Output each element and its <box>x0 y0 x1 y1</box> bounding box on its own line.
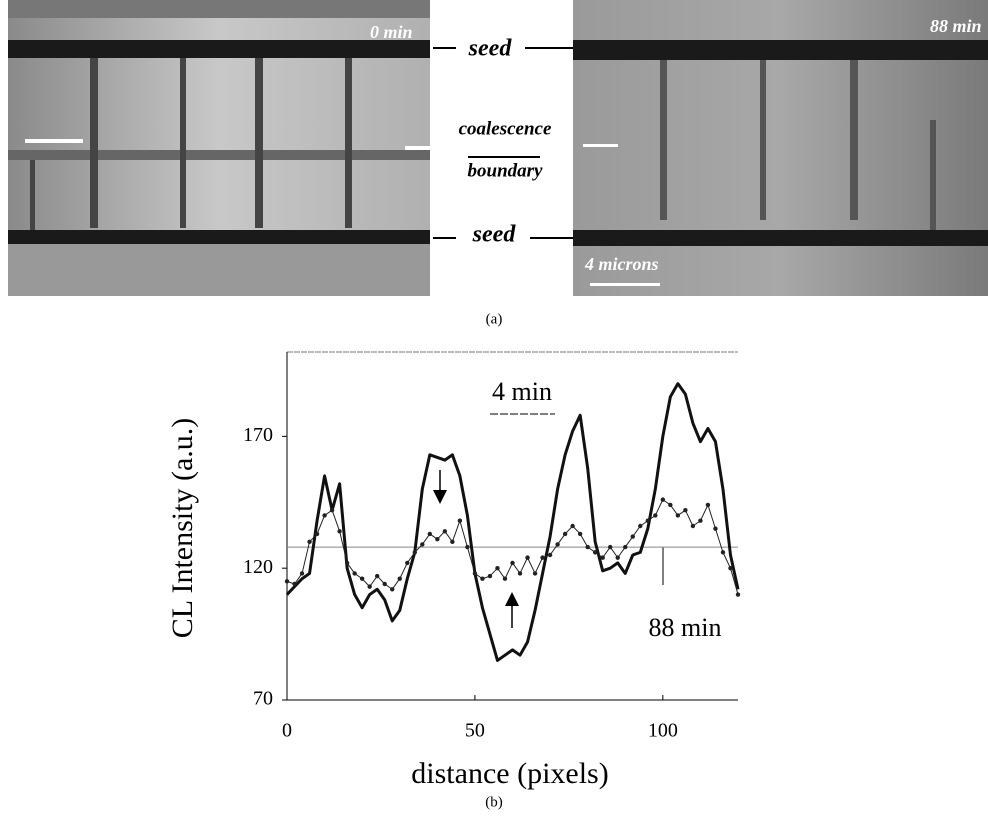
micrograph-right <box>573 0 988 296</box>
data-point <box>675 513 681 518</box>
time-label: 88 min <box>930 16 982 36</box>
data-point <box>735 592 741 597</box>
data-point <box>329 507 335 513</box>
data-point <box>720 550 726 555</box>
data-point <box>457 518 463 523</box>
arrow-head <box>433 490 447 504</box>
data-point <box>517 571 523 576</box>
data-point <box>390 587 395 592</box>
series-label: 88 min <box>649 613 722 642</box>
caption: (a) <box>486 311 503 327</box>
y-tick-label: 170 <box>243 424 273 446</box>
data-point <box>480 576 485 581</box>
data-point <box>510 560 515 566</box>
arrows <box>439 413 664 628</box>
data-point <box>435 536 440 542</box>
x-axis-title: distance (pixels) <box>411 757 608 790</box>
y-tick-label: 70 <box>253 688 273 710</box>
data-point <box>465 544 470 550</box>
seed-label: seed <box>468 36 513 62</box>
boundary-label: boundary <box>468 160 544 181</box>
data-point <box>690 523 696 529</box>
data-point <box>487 573 493 579</box>
data-point <box>592 550 598 555</box>
data-point <box>570 523 575 529</box>
data-point <box>337 529 342 534</box>
panel-a-leaders <box>433 47 573 239</box>
data-point <box>375 573 380 579</box>
data-point <box>532 571 538 576</box>
data-point <box>495 565 500 571</box>
data-point <box>442 529 448 534</box>
data-point <box>713 526 718 531</box>
data-point <box>608 544 613 550</box>
data-point <box>705 502 711 508</box>
data-point <box>292 581 297 587</box>
data-point <box>450 539 455 545</box>
data-point <box>577 531 583 537</box>
data-point <box>547 552 553 558</box>
data-point <box>600 555 605 560</box>
data-point <box>698 518 703 523</box>
x-tick-label: 0 <box>282 720 292 742</box>
data-point <box>683 507 688 513</box>
series-line <box>285 382 740 662</box>
data-point <box>525 555 530 560</box>
data-point <box>284 579 290 584</box>
data-point <box>668 502 673 508</box>
data-point <box>653 513 658 518</box>
data-point <box>420 542 425 547</box>
data-point <box>412 550 417 555</box>
data-point <box>427 531 433 537</box>
data-point <box>397 576 402 581</box>
scale-bar-label: 4 microns <box>584 254 659 274</box>
boundary-label: coalescence <box>459 118 552 139</box>
seed-label: seed <box>472 222 517 248</box>
x-tick-label: 50 <box>465 720 485 742</box>
data-point <box>322 513 327 518</box>
data-point <box>307 539 312 545</box>
data-point <box>615 555 620 560</box>
caption: (b) <box>485 794 503 810</box>
y-tick-label: 120 <box>243 556 273 578</box>
x-tick-label: 100 <box>648 720 678 742</box>
series-label: 4 min <box>492 377 552 406</box>
data-point <box>472 571 478 576</box>
data-point <box>540 555 545 560</box>
data-point <box>352 571 357 576</box>
data-point <box>314 531 320 537</box>
data-point <box>645 518 650 523</box>
time-label: 0 min <box>370 22 413 42</box>
data-point <box>502 576 508 581</box>
data-point <box>344 560 350 566</box>
micrograph-left <box>8 0 430 296</box>
data-point <box>562 531 568 537</box>
data-point <box>382 581 387 587</box>
y-axis-title: CL Intensity (a.u.) <box>166 418 199 639</box>
data-point <box>638 523 643 529</box>
data-point <box>555 542 560 547</box>
data-point <box>405 560 410 566</box>
data-point <box>630 534 635 539</box>
data-point <box>728 565 733 571</box>
data-point <box>367 584 372 589</box>
data-point <box>359 576 365 581</box>
data-point <box>299 571 305 576</box>
arrow-head <box>505 592 519 606</box>
data-point <box>660 497 666 502</box>
data-point <box>623 544 628 550</box>
data-point <box>585 544 590 550</box>
